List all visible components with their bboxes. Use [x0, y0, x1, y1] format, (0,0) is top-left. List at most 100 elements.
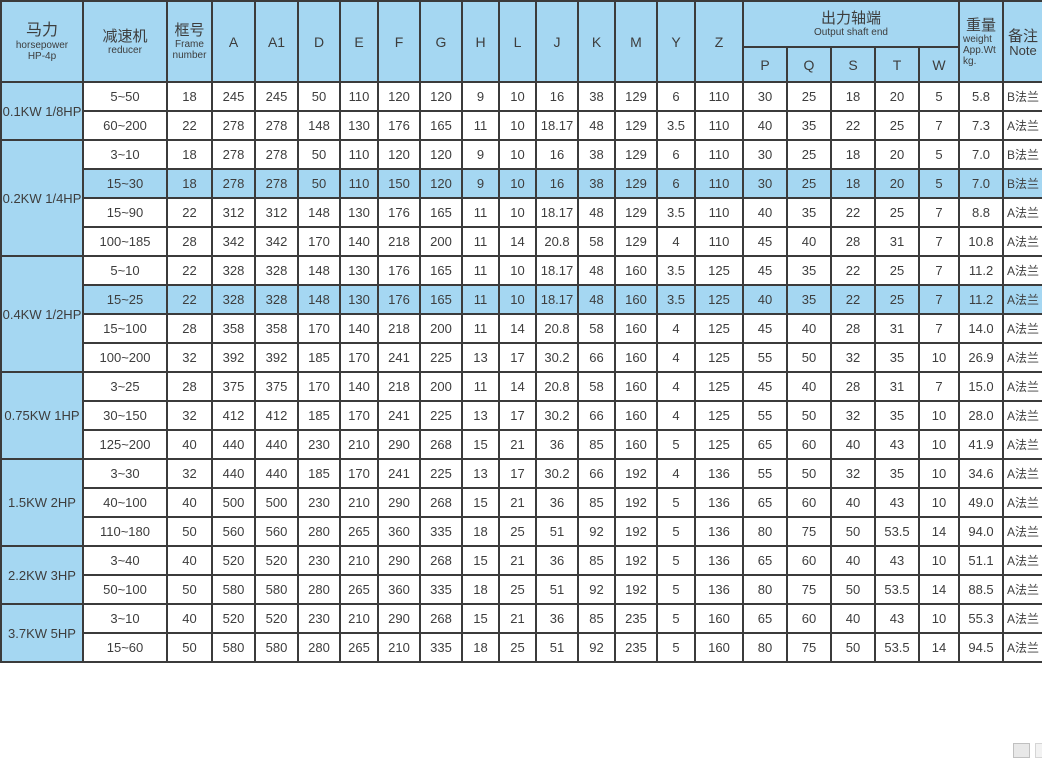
dimension-cell: 11 [461, 313, 500, 344]
dimension-cell: 18 [461, 516, 500, 547]
dimension-cell: 15 [461, 545, 500, 576]
dimension-cell: 35 [786, 110, 832, 141]
note-header-zh: 备注 [1008, 27, 1039, 45]
dimension-cell: 20.8 [535, 226, 579, 257]
dimension-cell: 110 [694, 139, 744, 170]
dimension-cell: 92 [577, 574, 616, 605]
dimension-cell: 50 [297, 139, 341, 170]
dimension-cell: 50 [166, 574, 213, 605]
dimension-cell: 129 [614, 139, 658, 170]
dimension-cell: 50 [830, 516, 876, 547]
weight-header-en: weight [963, 33, 992, 45]
dimension-cell: 580 [211, 632, 256, 663]
dimension-cell: 18 [166, 168, 213, 199]
dimension-cell: 30 [742, 168, 788, 199]
dimension-cell: 176 [377, 197, 421, 228]
col-header-T: T [874, 46, 920, 83]
dimension-cell: 66 [577, 400, 616, 431]
reducer-ratio-cell: 110~180 [82, 516, 168, 547]
table-row: 125~200 40 440 440 230 210 290 268 15 21 36 85 160 5 1… [1, 429, 1042, 460]
reducer-ratio-cell: 15~25 [82, 284, 168, 315]
dimension-cell: 80 [742, 632, 788, 663]
dimension-cell: 440 [254, 458, 299, 489]
dimension-cell: 50 [297, 168, 341, 199]
dimension-cell: 13 [461, 400, 500, 431]
dimension-cell: 7 [917, 110, 961, 141]
reducer-ratio-cell: 30~150 [82, 400, 168, 431]
dimension-cell: 22 [166, 255, 213, 286]
output-shaft-header-zh: 出力轴端 [821, 10, 882, 27]
weight-cell: 5.8 [958, 81, 1005, 112]
dimension-cell: 280 [297, 632, 341, 663]
dimension-cell: 58 [577, 313, 616, 344]
reducer-ratio-cell: 15~90 [82, 197, 168, 228]
dimension-cell: 25 [874, 255, 920, 286]
power-group-cell: 3.7KW 5HP [0, 603, 84, 663]
col-header-Z: Z [694, 0, 744, 83]
dimension-cell: 218 [377, 313, 421, 344]
dimension-cell: 15 [461, 429, 500, 460]
dimension-cell: 130 [339, 110, 379, 141]
dimension-cell: 185 [297, 458, 341, 489]
dimension-cell: 65 [742, 429, 788, 460]
dimension-cell: 40 [830, 429, 876, 460]
dimension-cell: 265 [339, 516, 379, 547]
dimension-cell: 25 [786, 139, 832, 170]
dimension-cell: 125 [694, 342, 744, 373]
dimension-cell: 192 [614, 574, 658, 605]
dimension-cell: 28 [166, 226, 213, 257]
dimension-cell: 50 [786, 458, 832, 489]
dimension-cell: 129 [614, 81, 658, 112]
resize-grip-icon[interactable] [1013, 743, 1030, 758]
dimension-cell: 16 [535, 81, 579, 112]
dimension-cell: 129 [614, 226, 658, 257]
dimension-cell: 17 [498, 458, 537, 489]
dimension-cell: 200 [419, 371, 463, 402]
dimension-cell: 10 [498, 197, 537, 228]
dimension-cell: 185 [297, 342, 341, 373]
dimension-cell: 45 [742, 226, 788, 257]
dimension-cell: 45 [742, 371, 788, 402]
dimension-cell: 278 [254, 110, 299, 141]
table-row: 15~90 22 312 312 148 130 176 165 11 10 18.17 48 129 3… [1, 197, 1042, 228]
dimension-cell: 160 [694, 603, 744, 634]
col-header-L: L [498, 0, 537, 83]
dimension-cell: 328 [254, 255, 299, 286]
dimension-cell: 412 [254, 400, 299, 431]
dimension-cell: 520 [211, 545, 256, 576]
dimension-cell: 560 [211, 516, 256, 547]
dimension-cell: 290 [377, 429, 421, 460]
reducer-ratio-cell: 5~50 [82, 81, 168, 112]
frame-header-en: Frame [175, 39, 204, 50]
dimension-cell: 18 [166, 81, 213, 112]
weight-cell: 14.0 [958, 313, 1005, 344]
dimension-cell: 290 [377, 487, 421, 518]
dimension-cell: 28 [830, 371, 876, 402]
dimension-cell: 45 [742, 255, 788, 286]
dimension-cell: 500 [211, 487, 256, 518]
col-header-W: W [917, 46, 961, 83]
note-cell: A法兰 [1002, 429, 1042, 460]
weight-cell: 41.9 [958, 429, 1005, 460]
dimension-cell: 32 [166, 400, 213, 431]
dimension-cell: 110 [694, 110, 744, 141]
table-row: 15~60 50 580 580 280 265 210 335 18 25 51 92 235 5 160… [1, 632, 1042, 663]
dimension-cell: 192 [614, 545, 658, 576]
dimension-cell: 11 [461, 197, 500, 228]
dimension-cell: 17 [498, 400, 537, 431]
dimension-cell: 278 [254, 139, 299, 170]
dimension-cell: 328 [211, 284, 256, 315]
weight-cell: 51.1 [958, 545, 1005, 576]
col-header-reducer: 减速机 reducer [82, 0, 168, 83]
dimension-cell: 21 [498, 545, 537, 576]
dimension-cell: 290 [377, 545, 421, 576]
dimension-cell: 125 [694, 400, 744, 431]
dimension-cell: 136 [694, 487, 744, 518]
dimension-cell: 11 [461, 255, 500, 286]
dimension-cell: 192 [614, 516, 658, 547]
dimension-cell: 11 [461, 284, 500, 315]
weight-cell: 15.0 [958, 371, 1005, 402]
dimension-cell: 110 [694, 168, 744, 199]
dimension-cell: 4 [656, 400, 696, 431]
dimension-cell: 14 [917, 516, 961, 547]
